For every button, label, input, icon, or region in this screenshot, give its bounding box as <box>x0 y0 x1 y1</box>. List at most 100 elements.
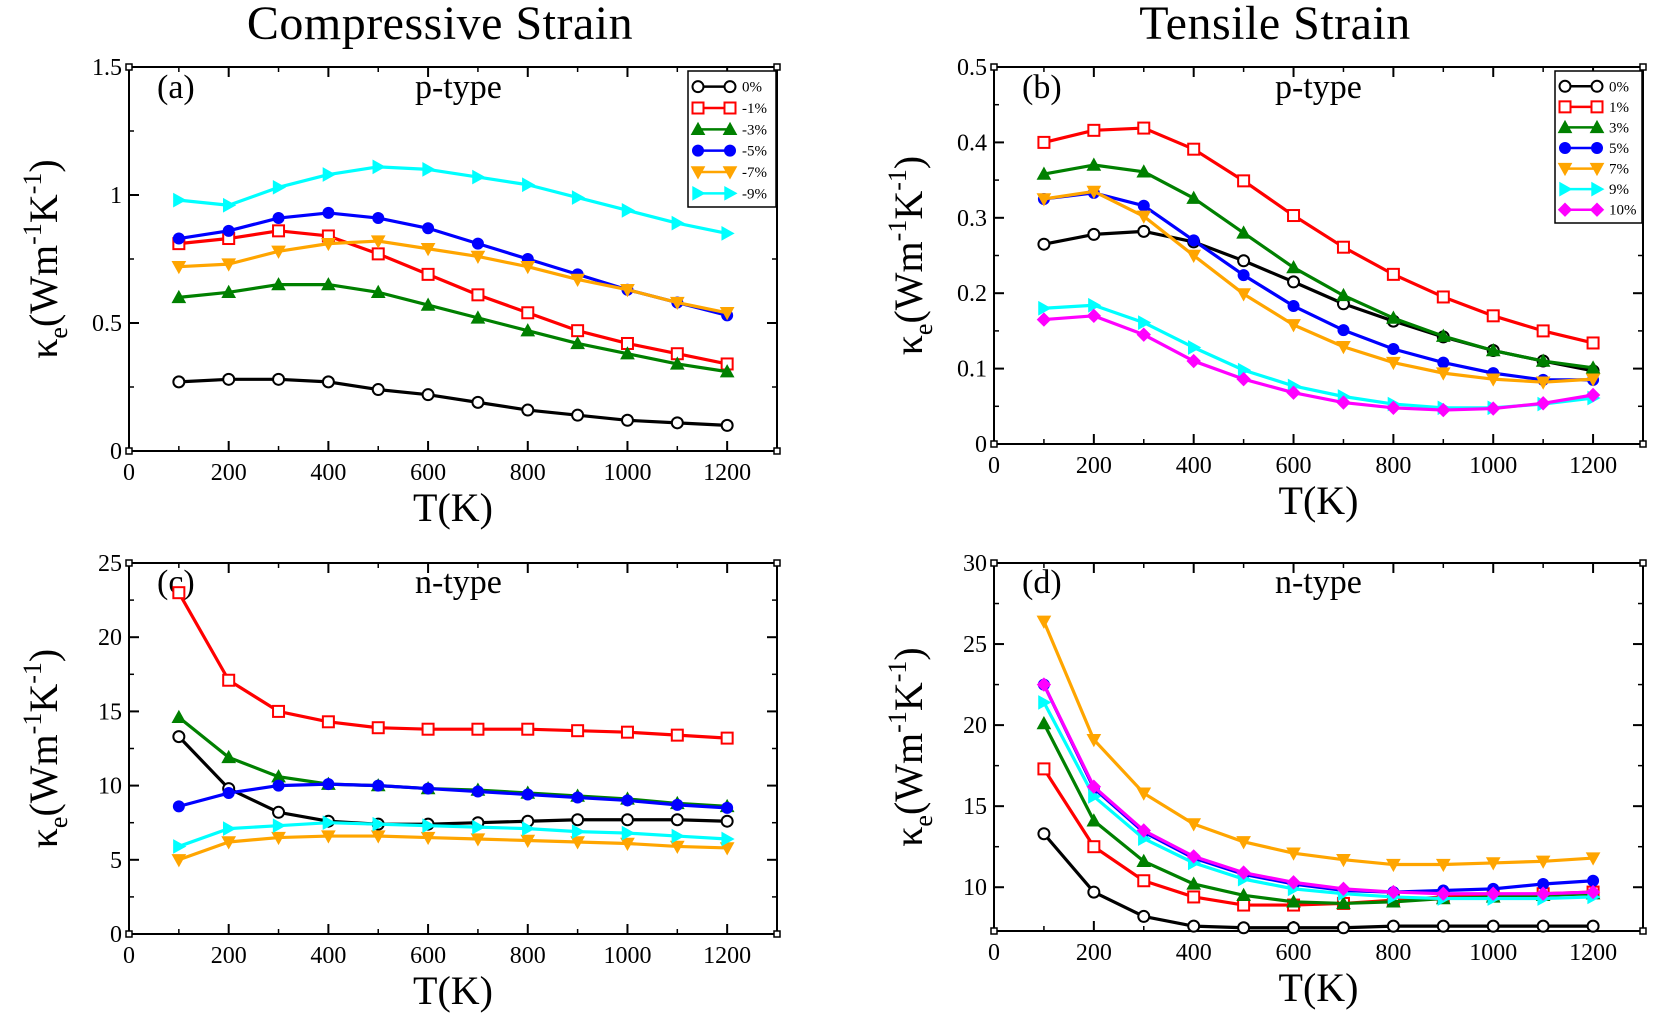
legend-marker <box>724 144 736 157</box>
corner-mark <box>990 927 998 935</box>
legend-label: -1% <box>742 101 767 117</box>
x-axis-label: T(K) <box>413 485 493 530</box>
y-tick-label: 25 <box>963 632 987 658</box>
y-axis-label: κe(Wm-1K-1) <box>18 649 73 848</box>
x-tick-label: 0 <box>123 460 135 486</box>
series-4 <box>1036 615 1601 873</box>
x-tick-label: 0 <box>988 940 1000 966</box>
data-point <box>172 232 185 245</box>
series-line <box>178 782 728 810</box>
data-point <box>620 413 634 427</box>
x-tick-label: 200 <box>211 943 247 969</box>
data-point <box>1186 353 1201 369</box>
data-point <box>1287 300 1300 313</box>
panel-d: 0 200 400 600 800 1000 1200 10 15 20 25 30 T(K) κe(Wm… <box>883 551 1647 1010</box>
corner-mark <box>990 440 998 448</box>
data-point <box>1437 356 1450 369</box>
data-point <box>1136 327 1151 342</box>
y-axis-label: κe(Wm-1K-1) <box>883 156 938 355</box>
x-tick-label: 0 <box>123 943 135 969</box>
data-point <box>1186 818 1202 832</box>
data-point <box>1038 300 1052 316</box>
series-6 <box>1036 308 1601 418</box>
data-point <box>620 725 634 739</box>
data-point <box>172 375 186 389</box>
data-point <box>172 730 186 744</box>
data-point <box>521 403 535 417</box>
series-5 <box>173 815 735 854</box>
legend-marker <box>1591 181 1605 197</box>
data-point <box>1435 328 1451 342</box>
data-point <box>1186 876 1202 890</box>
data-point <box>370 284 386 298</box>
data-point <box>471 395 485 409</box>
legend-label: 7% <box>1609 162 1629 178</box>
data-point <box>371 721 385 735</box>
data-point <box>372 779 385 792</box>
data-point <box>571 724 585 738</box>
legend: 0% 1% 3% 5% 7% 9% 10% <box>1554 70 1643 224</box>
panel-annotation: n-type <box>1275 564 1362 601</box>
compressive-strain-title: Compressive Strain <box>246 0 634 50</box>
y-tick-label: 0 <box>110 922 122 948</box>
data-point <box>421 267 435 281</box>
data-point <box>1336 341 1351 355</box>
series-line <box>178 211 728 317</box>
data-point <box>321 375 335 389</box>
series-line <box>1042 722 1594 906</box>
legend-marker <box>1589 162 1605 177</box>
data-point <box>1535 353 1551 367</box>
data-point <box>371 247 385 261</box>
data-point <box>1187 340 1202 355</box>
data-point <box>1336 287 1351 302</box>
corner-mark <box>1639 927 1647 935</box>
series-line <box>178 165 728 235</box>
data-point <box>521 788 534 801</box>
data-point <box>371 383 385 397</box>
panel-label: (a) <box>157 69 195 106</box>
data-point <box>1137 909 1151 923</box>
x-tick-label: 1200 <box>703 460 751 486</box>
series-line <box>178 834 728 862</box>
data-point <box>720 731 734 745</box>
data-point <box>1137 199 1150 212</box>
data-point <box>1036 166 1052 180</box>
data-point <box>272 805 286 819</box>
data-point <box>1086 734 1102 748</box>
data-point <box>1136 787 1152 801</box>
series-5 <box>1038 695 1601 906</box>
data-point <box>671 828 685 844</box>
data-point <box>570 836 585 850</box>
data-point <box>370 830 386 844</box>
data-point <box>570 335 585 350</box>
data-point <box>370 235 386 249</box>
data-point <box>1186 849 1201 864</box>
corner-mark <box>990 63 998 71</box>
data-point <box>1386 858 1401 873</box>
data-point <box>471 785 484 798</box>
data-point <box>1187 890 1201 904</box>
legend-marker <box>690 121 706 136</box>
panel-annotation: n-type <box>415 564 502 601</box>
data-point <box>1436 886 1451 901</box>
data-point <box>271 245 286 259</box>
data-point <box>1287 209 1301 223</box>
data-point <box>272 704 286 718</box>
data-point <box>1286 847 1301 861</box>
data-point <box>1336 895 1351 910</box>
data-point <box>1336 881 1351 897</box>
data-point <box>1486 919 1500 933</box>
data-point <box>321 237 336 252</box>
legend-marker <box>1559 181 1573 197</box>
data-point <box>1088 297 1102 313</box>
y-tick-label: 0.3 <box>957 206 987 232</box>
y-axis-label: κe(Wm-1K-1) <box>18 159 73 358</box>
data-point <box>1436 290 1450 304</box>
y-tick-label: 0.1 <box>957 357 987 383</box>
x-tick-label: 400 <box>310 943 346 969</box>
data-point <box>1186 249 1202 264</box>
data-point <box>1137 121 1151 135</box>
data-point <box>1336 853 1351 868</box>
data-point <box>222 673 236 687</box>
